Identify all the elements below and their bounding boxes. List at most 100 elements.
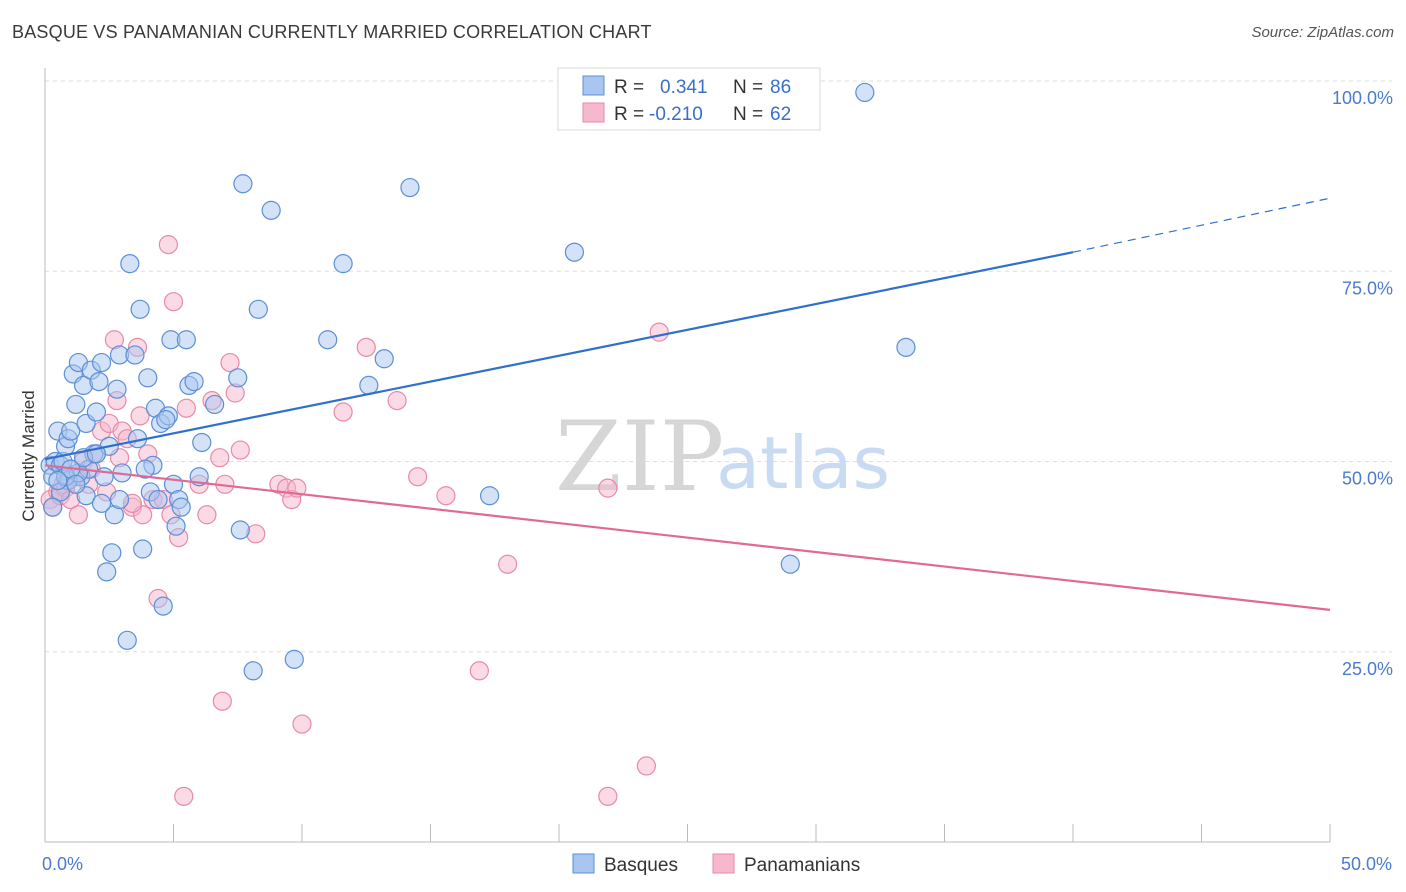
basque-point-29: [120, 254, 140, 274]
x-tick-min: 0.0%: [42, 854, 83, 874]
panamanian-point-36: [210, 448, 230, 468]
basque-point-10: [66, 394, 86, 415]
watermark-zip: ZIP: [555, 401, 724, 513]
basque-point-77: [66, 474, 86, 494]
panamanian-point-46: [333, 402, 353, 422]
watermark-atlas: atlas: [716, 421, 890, 505]
basque-point-57: [284, 649, 304, 669]
basque-trend-line: [44, 251, 1074, 461]
basque-trend-extension: [1072, 197, 1331, 253]
panamanian-trend-line: [44, 464, 1331, 611]
basque-point-19: [89, 371, 109, 392]
panamanian-point-56: [598, 786, 618, 806]
x-axis-ticks: [173, 824, 1331, 842]
basque-point-78: [97, 562, 117, 582]
basque-point-28: [117, 630, 137, 650]
basque-point-80: [135, 459, 155, 479]
basque-point-81: [156, 410, 176, 430]
basque-point-79: [109, 489, 130, 510]
legend-panama-swatch: [582, 102, 605, 123]
basque-point-8: [61, 421, 81, 441]
basque-point-18: [86, 402, 107, 422]
legend-basque-swatch: [582, 75, 605, 96]
panamanian-point-59: [292, 714, 312, 734]
basque-point-84: [43, 497, 63, 517]
y-tick-label-50: 50.0%: [1342, 469, 1393, 489]
basque-point-55: [248, 299, 268, 319]
basque-point-25: [107, 379, 127, 399]
y-axis-label: Currently Married: [19, 390, 38, 521]
panamanian-point-51: [469, 661, 489, 681]
basque-point-73: [91, 493, 112, 513]
y-tick-label-75: 75.0%: [1342, 278, 1393, 298]
panamanian-point-22: [130, 406, 150, 426]
basque-point-53: [233, 174, 253, 194]
basque-point-82: [171, 497, 191, 517]
basque-point-63: [480, 486, 500, 506]
y-tick-label-100: 100.0%: [1332, 88, 1393, 108]
panamanian-point-49: [408, 467, 428, 487]
correlation-legend: R = 0.341 N = 86 R = -0.210 N = 62: [557, 67, 821, 131]
basque-point-56: [261, 200, 281, 220]
panamanian-point-8: [68, 505, 89, 525]
panamanian-point-40: [230, 440, 250, 460]
series-legend: Basques Panamanians: [572, 853, 860, 876]
legend-panama-n-label: N =: [733, 104, 763, 125]
bottom-legend-panama-swatch: [712, 853, 735, 874]
basque-point-51: [228, 368, 248, 388]
panamanian-point-38: [220, 352, 240, 373]
basque-point-34: [138, 368, 158, 388]
panamanian-point-52: [498, 554, 518, 574]
basque-point-67: [896, 337, 916, 357]
gridlines: [45, 80, 1392, 653]
panamanian-point-30: [163, 292, 184, 312]
basque-point-46: [176, 330, 196, 350]
basque-point-61: [374, 349, 394, 369]
basque-point-44: [166, 516, 186, 536]
legend-basque-n-value: 86: [770, 77, 791, 98]
basque-point-52: [230, 520, 250, 540]
basque-point-23: [102, 543, 122, 563]
basque-point-32: [130, 299, 150, 319]
panamanian-point-28: [158, 235, 178, 255]
basque-point-38: [148, 489, 168, 510]
panamanian-point-32: [176, 398, 196, 418]
basque-point-20: [91, 352, 112, 373]
x-tick-max: 50.0%: [1341, 854, 1392, 874]
panamanian-point-57: [174, 786, 194, 806]
basque-point-30: [125, 345, 145, 365]
panamanian-point-55: [598, 478, 618, 498]
panamanian-point-48: [387, 391, 407, 411]
legend-panama-n-value: 62: [770, 104, 791, 125]
basque-point-49: [192, 432, 212, 453]
panamanian-point-50: [436, 486, 456, 506]
basque-point-65: [780, 554, 800, 574]
bottom-legend-basque-swatch: [572, 853, 595, 874]
legend-basque-r-value: 0.341: [660, 77, 708, 98]
basque-point-48: [184, 371, 204, 392]
legend-panama-r-label: R =: [614, 104, 644, 125]
basque-point-64: [564, 242, 585, 262]
panamanian-point-34: [197, 505, 217, 525]
chart-source: Source: ZipAtlas.com: [1251, 24, 1394, 41]
panamanian-point-58: [212, 691, 232, 711]
basque-point-66: [855, 82, 875, 103]
panamanian-point-53: [636, 756, 656, 776]
legend-panama-r-value: -0.210: [649, 104, 703, 125]
panamanian-point-47: [356, 337, 376, 357]
chart-title: BASQUE VS PANAMANIAN CURRENTLY MARRIED C…: [12, 22, 652, 42]
bottom-legend-basque-label: Basques: [604, 855, 678, 876]
panamanian-point-54: [649, 322, 669, 342]
basque-point-59: [333, 254, 353, 274]
basque-point-62: [400, 177, 420, 198]
legend-basque-n-label: N =: [733, 77, 763, 98]
basque-point-50: [205, 394, 225, 415]
basque-points: [40, 82, 916, 681]
basque-point-85: [48, 470, 68, 491]
trend-lines: [44, 197, 1331, 611]
y-tick-labels: 25.0% 50.0% 75.0% 100.0%: [1332, 88, 1393, 679]
y-tick-label-25: 25.0%: [1342, 659, 1393, 679]
panamanian-points: [40, 235, 669, 806]
basque-point-40: [153, 596, 173, 616]
